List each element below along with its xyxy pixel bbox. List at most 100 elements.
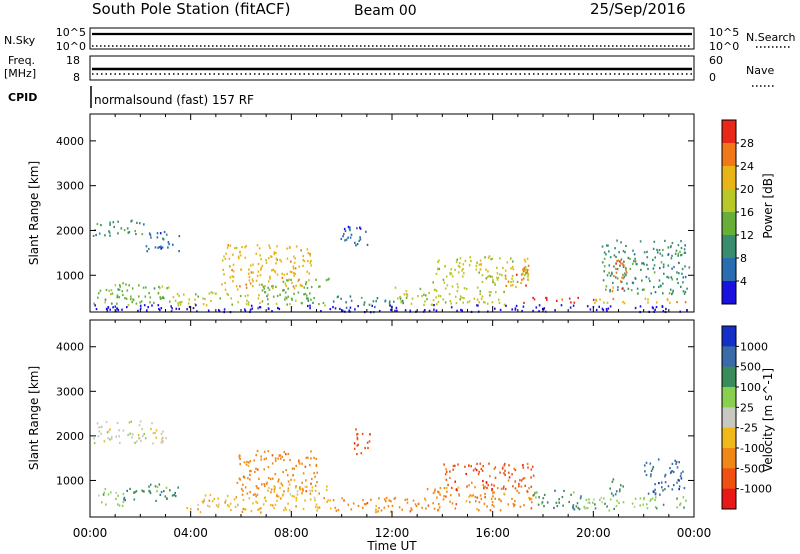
velocity-cell — [417, 502, 420, 505]
power-cell — [116, 307, 119, 310]
power-cell — [446, 284, 449, 287]
velocity-cell — [233, 498, 236, 501]
velocity-cell — [242, 475, 245, 478]
velocity-cell — [150, 427, 152, 431]
velocity-cell — [680, 477, 683, 480]
velocity-cell — [401, 508, 403, 511]
power-cell — [677, 281, 679, 285]
power-cell — [647, 301, 649, 304]
velocity-cell — [304, 465, 307, 468]
power-cell — [680, 240, 682, 243]
velocity-cell — [507, 503, 510, 506]
power-cell — [676, 301, 678, 304]
power-cell — [95, 233, 97, 237]
power-cell — [334, 307, 337, 310]
velocity-cell — [177, 486, 179, 489]
velocity-plot-frame — [90, 320, 694, 517]
velocity-cell — [313, 472, 315, 475]
power-cell — [454, 268, 456, 271]
power-cell — [286, 279, 288, 282]
velocity-cell — [679, 503, 681, 506]
power-cell — [270, 255, 273, 258]
velocity-cell — [546, 501, 549, 504]
power-cell — [633, 253, 636, 256]
velocity-cell — [432, 502, 434, 505]
velocity-cell — [276, 495, 278, 498]
velocity-cell — [123, 498, 125, 501]
x-tick-label: 08:00 — [274, 526, 309, 540]
power-cell — [615, 255, 617, 259]
velocity-cell — [208, 505, 211, 508]
power-cell — [222, 268, 224, 271]
power-cell — [223, 308, 226, 311]
power-cell — [437, 300, 440, 303]
velocity-cell — [466, 485, 468, 488]
velocity-cell — [588, 501, 591, 504]
power-cell — [229, 276, 232, 279]
power-cell — [476, 298, 479, 301]
power-cell — [281, 276, 284, 279]
power-cell — [671, 278, 674, 281]
power-cell — [384, 299, 387, 302]
power-cell — [135, 233, 137, 236]
power-cell — [603, 270, 605, 273]
velocity-cell — [241, 510, 244, 513]
power-cell — [602, 309, 605, 312]
velocity-cell — [265, 499, 267, 502]
velocity-cell — [239, 478, 241, 481]
velocity-cell — [503, 464, 506, 467]
velocity-cell — [290, 478, 292, 481]
power-cell — [546, 298, 548, 301]
nave-label: Nave — [746, 64, 774, 77]
power-cell — [640, 268, 642, 271]
velocity-cell — [454, 464, 456, 467]
power-cell — [666, 275, 668, 278]
power-cell — [294, 272, 296, 275]
power-cell — [406, 294, 409, 297]
velocity-cell — [683, 487, 686, 490]
velocity-cell — [474, 495, 477, 499]
velocity-cell — [531, 501, 533, 504]
velocity-cell — [454, 507, 457, 510]
power-cell — [282, 280, 285, 283]
cpid-text: normalsound (fast) 157 RF — [94, 93, 254, 107]
velocity-cell — [160, 491, 163, 494]
power-cell — [279, 293, 281, 296]
power-cell — [492, 278, 494, 281]
power-cell — [313, 296, 315, 300]
power-cell — [207, 309, 210, 312]
power-cell — [195, 304, 197, 307]
power-cell — [606, 274, 609, 277]
power-cell — [665, 307, 667, 310]
velocity-cell — [476, 496, 479, 499]
velocity-cell — [678, 485, 681, 488]
power-cell — [178, 307, 180, 310]
velocity-cell — [155, 436, 158, 439]
velocity-cell — [148, 485, 150, 488]
velocity-cell — [634, 497, 637, 500]
power-cell — [109, 223, 111, 226]
power-cell — [650, 292, 652, 295]
power-cell — [325, 279, 328, 282]
velocity-cell — [491, 489, 493, 492]
power-cell — [267, 280, 270, 283]
power-cell — [226, 246, 229, 249]
velocity-cell — [311, 489, 313, 492]
velocity-cell — [661, 486, 663, 489]
power-cell — [624, 251, 626, 254]
velocity-cell — [679, 502, 682, 505]
power-cell — [177, 302, 179, 305]
velocity-cell — [289, 459, 291, 462]
power-cell — [238, 257, 240, 260]
power-cell — [400, 301, 403, 304]
power-cell — [303, 286, 306, 289]
power-cell — [609, 290, 611, 293]
power-cell — [503, 303, 506, 306]
velocity-cell — [255, 495, 257, 498]
power-cell — [179, 303, 182, 306]
velocity-cell — [143, 432, 145, 436]
velocity-cell — [244, 508, 247, 511]
power-cell — [293, 272, 295, 275]
velocity-cell — [115, 497, 117, 500]
velocity-cell — [458, 494, 460, 497]
